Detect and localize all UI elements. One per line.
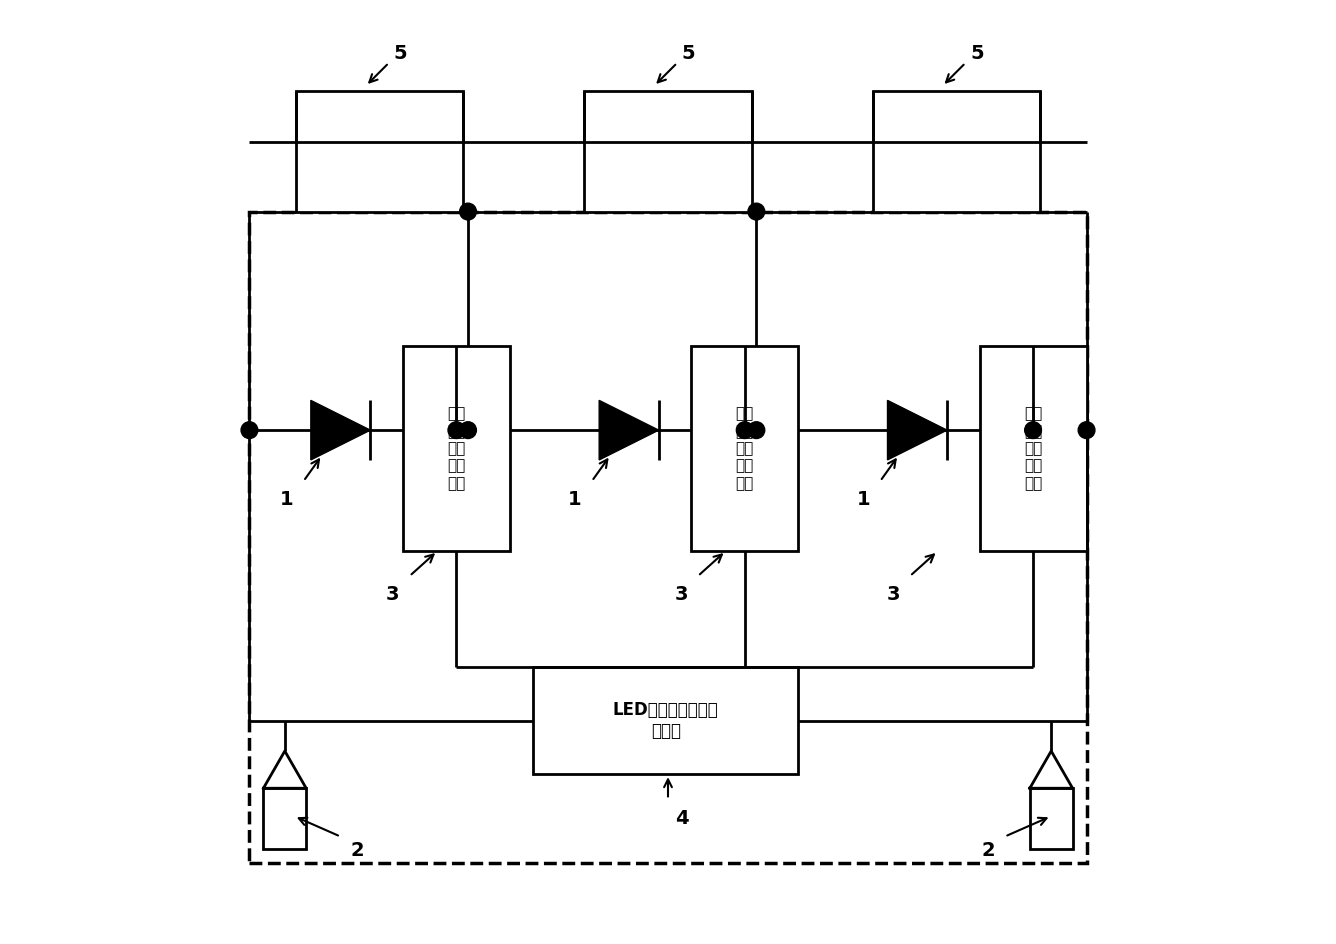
Circle shape — [240, 422, 258, 439]
Bar — [403, 346, 510, 551]
Circle shape — [460, 203, 477, 220]
Text: 热敏
电阵
测温
电路
模块: 热敏 电阵 测温 电路 模块 — [736, 407, 754, 491]
Text: 2: 2 — [981, 841, 995, 860]
Text: 4: 4 — [675, 808, 689, 828]
Text: 3: 3 — [675, 585, 688, 604]
Text: 1: 1 — [856, 490, 870, 510]
Text: LED过温状态指示电
路模块: LED过温状态指示电 路模块 — [613, 701, 719, 740]
Text: 1: 1 — [279, 490, 294, 510]
Text: 5: 5 — [393, 44, 407, 63]
Text: 热敏
电阵
测温
电路
模块: 热敏 电阵 测温 电路 模块 — [1023, 407, 1042, 491]
Bar — [263, 788, 306, 849]
Polygon shape — [263, 751, 306, 788]
Bar — [872, 91, 1039, 211]
Bar — [250, 211, 1086, 863]
Text: 3: 3 — [386, 585, 399, 604]
Circle shape — [448, 422, 465, 439]
Polygon shape — [887, 400, 947, 460]
Text: 3: 3 — [886, 585, 900, 604]
Circle shape — [748, 203, 764, 220]
Text: 1: 1 — [568, 490, 581, 510]
Circle shape — [748, 422, 764, 439]
Bar — [297, 91, 464, 211]
Polygon shape — [1030, 751, 1073, 788]
Circle shape — [1025, 422, 1042, 439]
Text: 热敏
电阵
测温
电路
模块: 热敏 电阵 测温 电路 模块 — [448, 407, 465, 491]
Bar — [979, 346, 1086, 551]
Bar — [691, 346, 798, 551]
Polygon shape — [599, 400, 659, 460]
Circle shape — [736, 422, 754, 439]
Bar — [1030, 788, 1073, 849]
Text: 2: 2 — [350, 841, 365, 860]
Circle shape — [460, 422, 477, 439]
Polygon shape — [311, 400, 370, 460]
Text: 5: 5 — [970, 44, 983, 63]
Bar — [584, 91, 752, 211]
Text: 5: 5 — [681, 44, 695, 63]
Bar — [533, 667, 798, 774]
Circle shape — [1078, 422, 1096, 439]
